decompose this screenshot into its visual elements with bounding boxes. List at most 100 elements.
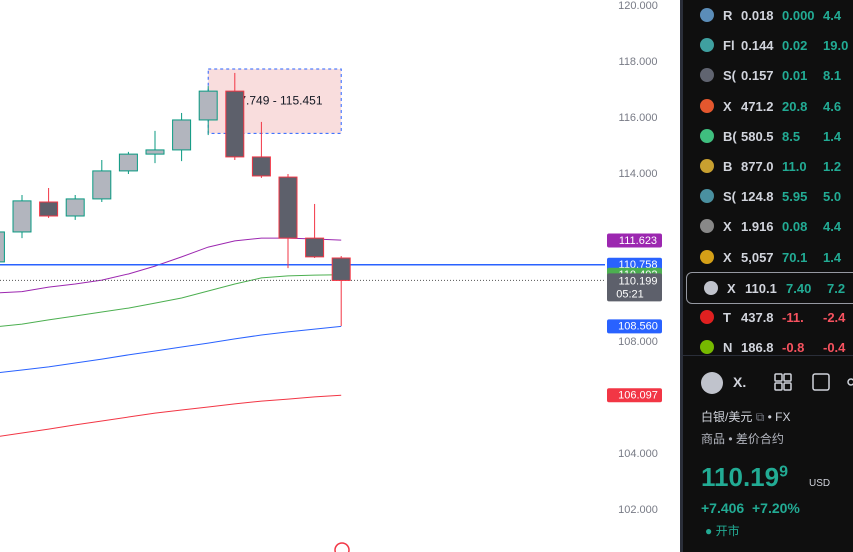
moving-average [0, 237, 342, 294]
symbol-icon [700, 310, 714, 324]
change: 0.08 [782, 219, 808, 235]
last: 5,057 [741, 249, 774, 265]
watchlist-row[interactable]: S( 124.8 5.95 5.0 [683, 181, 853, 211]
symbol: X [723, 98, 732, 114]
symbol-icon [700, 8, 714, 22]
symbol-icon [700, 219, 714, 234]
change: 0.000 [782, 8, 815, 23]
moving-average [0, 325, 342, 374]
watchlist-row[interactable]: R 0.018 0.000 4.4 [683, 0, 853, 30]
symbol: B( [723, 128, 737, 144]
change: -0.8 [782, 340, 805, 356]
last: 877.0 [741, 159, 774, 174]
watchlist-row[interactable]: Fl 0.144 0.02 19.0 [683, 30, 853, 60]
y-tick-label: 104.000 [618, 448, 658, 460]
last-price-label: 110.199 [619, 275, 658, 287]
candle-body [331, 257, 351, 281]
watchlist-row[interactable]: X 1.916 0.08 4.4 [683, 211, 853, 241]
candle-body [39, 201, 59, 217]
candle-body [225, 90, 245, 158]
symbol-icon [704, 280, 718, 295]
price-label: 108.560 [618, 321, 658, 333]
candle-body [118, 153, 138, 172]
symbol-icon [700, 98, 714, 113]
side-panel: R 0.018 0.000 4.4 Fl 0.144 0.02 19.0 S(0.157 0.01… [680, 0, 853, 552]
watchlist-row[interactable]: X 471.2 20.8 4.6 [683, 91, 853, 121]
change-pct: 4.4 [823, 8, 842, 23]
change-pct: -2.4 [823, 310, 846, 325]
last: 186.8 [741, 340, 774, 356]
last: 471.2 [741, 98, 774, 114]
moving-average [0, 274, 342, 327]
symbol-icon [700, 249, 714, 264]
symbol: S( [723, 189, 736, 205]
y-tick-label: 116.000 [619, 112, 658, 124]
symbol: X [723, 249, 732, 265]
change-pct: -0.4 [823, 340, 846, 356]
watchlist-row[interactable]: S(0.157 0.01 8.1 [683, 60, 853, 90]
symbol-icon [700, 340, 714, 355]
symbol-icon [700, 159, 714, 173]
last: 0.157 [741, 68, 774, 84]
symbol: T [723, 310, 731, 325]
change-pct: 5.0 [823, 189, 842, 205]
price: 110.19 [701, 462, 780, 492]
change: 5.95 [782, 189, 808, 205]
y-tick-label: 114.000 [619, 168, 658, 180]
watchlist-row[interactable]: X 5,057 70.1 1.4 [683, 242, 853, 272]
candle-body [305, 237, 325, 258]
exchange: FX [775, 410, 791, 424]
detail-category: 商品 • 差价合约 [701, 432, 784, 446]
last: 437.8 [741, 310, 774, 325]
change: 0.02 [782, 38, 808, 54]
y-tick-label: 102.000 [618, 504, 658, 516]
change: 20.8 [782, 98, 808, 114]
candle-body [251, 156, 271, 177]
change: 70.1 [782, 249, 808, 265]
replay-icon [334, 542, 350, 552]
change: 8.5 [782, 128, 801, 144]
change-pct: 4.4 [823, 219, 842, 235]
symbol: Fl [723, 38, 735, 54]
symbol-icon [700, 189, 714, 204]
status: 开市 [715, 524, 740, 538]
detail-change: +7.406 +7.20% [701, 500, 800, 516]
candle-body [12, 200, 32, 233]
watchlist-row[interactable]: B(580.5 8.5 1.4 [683, 121, 853, 151]
symbol-icon [700, 38, 714, 53]
change-pct: 19.0 [823, 38, 849, 54]
chart: 120.000 118.000 116.000 114.000 108.000 104.0… [0, 0, 662, 552]
change: +7.406 [701, 500, 745, 516]
watchlist-row[interactable]: T 437.8 -11. -2.4 [683, 302, 853, 332]
candle-body [0, 231, 5, 263]
candle-body [92, 170, 112, 200]
watchlist-row[interactable]: X 110.1 7.40 7.2 [686, 271, 853, 304]
currency: USD [809, 478, 831, 489]
last: 124.8 [741, 189, 774, 205]
watchlist-row[interactable]: N 186.8 -0.8 -0.4 [683, 332, 853, 362]
symbol: X [723, 219, 732, 235]
last: 110.1 [745, 280, 777, 296]
instrument-type: 差价合约 [735, 432, 784, 446]
change: 11.0 [782, 159, 807, 174]
last: 0.144 [741, 38, 774, 54]
symbol: N [723, 340, 733, 356]
price-last-digit: 9 [779, 463, 788, 481]
candle-body [278, 176, 298, 239]
detail-price: 110.199 [701, 462, 788, 493]
symbol-icon [700, 68, 714, 83]
price-label-box [607, 388, 662, 403]
divider [683, 355, 853, 356]
toolbar-icons[interactable] [773, 372, 853, 392]
change-pct: 1.4 [823, 128, 842, 144]
moving-average [0, 394, 342, 437]
change-pct: 7.2 [827, 280, 846, 296]
symbol: R [723, 8, 733, 23]
price-label-box [607, 233, 662, 248]
watchlist-row[interactable]: B 877.0 11.0 1.2 [683, 151, 853, 181]
candle-body [65, 198, 85, 217]
change-pct: +7.20% [752, 500, 800, 516]
change: 7.40 [786, 280, 812, 296]
range-label: 117.749 - 115.451 [227, 93, 323, 107]
